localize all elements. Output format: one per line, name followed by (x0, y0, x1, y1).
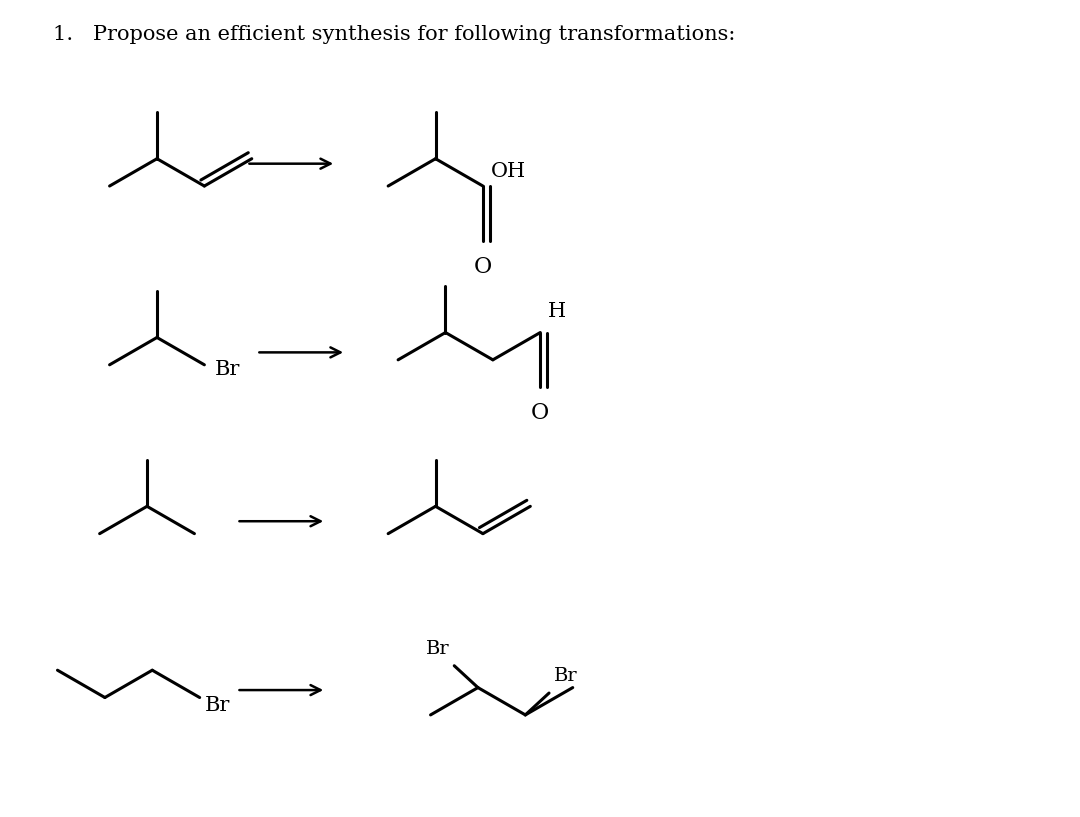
Text: H: H (549, 301, 566, 320)
Text: O: O (531, 402, 550, 424)
Text: O: O (474, 256, 492, 278)
Text: Br: Br (426, 640, 449, 658)
Text: OH: OH (491, 162, 526, 181)
Text: 1.   Propose an efficient synthesis for following transformations:: 1. Propose an efficient synthesis for fo… (53, 25, 734, 43)
Text: Br: Br (554, 667, 578, 685)
Text: Br: Br (204, 696, 230, 715)
Text: Br: Br (214, 360, 240, 379)
